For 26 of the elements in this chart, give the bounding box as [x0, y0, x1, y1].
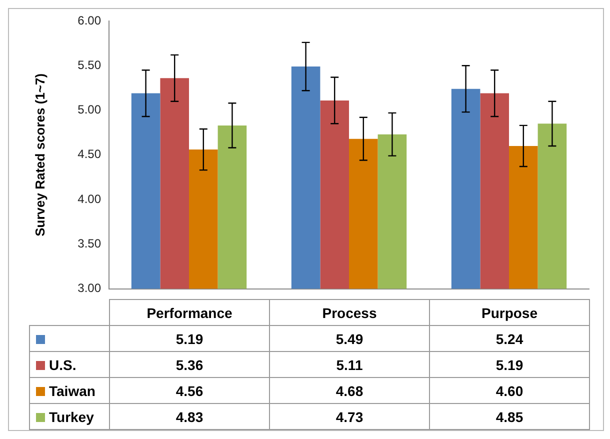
data-label: 4.56: [110, 378, 270, 404]
y-tick-label: 5.50: [78, 58, 102, 72]
data-label: 4.60: [430, 378, 590, 404]
data-label: 5.49: [270, 326, 430, 352]
y-tick-label: 3.00: [78, 281, 102, 296]
data-label: 4.73: [270, 404, 430, 430]
y-tick-label: 5.00: [78, 102, 102, 117]
y-tick-label: 4.00: [78, 192, 102, 206]
data-label: 5.19: [110, 326, 270, 352]
legend-label: U.S.: [49, 356, 76, 372]
y-axis-title: Survey Rated scores (1~7): [32, 73, 48, 236]
x-tick-label: Performance: [110, 300, 270, 326]
data-label: 4.85: [430, 404, 590, 430]
data-label: 5.36: [110, 352, 270, 378]
legend-label: Turkey: [49, 408, 94, 424]
data-label: 4.83: [110, 404, 270, 430]
data-label: 4.68: [270, 378, 430, 404]
y-tick-label: 4.50: [78, 147, 102, 162]
data-label: 5.19: [430, 352, 590, 378]
data-label: 5.11: [270, 352, 430, 378]
data-label: 5.24: [430, 326, 590, 352]
y-tick-label: 6.00: [78, 13, 102, 28]
legend-label: Taiwan: [49, 382, 96, 398]
x-tick-label: Process: [270, 300, 430, 326]
x-tick-label: Purpose: [430, 300, 590, 326]
y-tick-label: 3.50: [78, 236, 102, 250]
